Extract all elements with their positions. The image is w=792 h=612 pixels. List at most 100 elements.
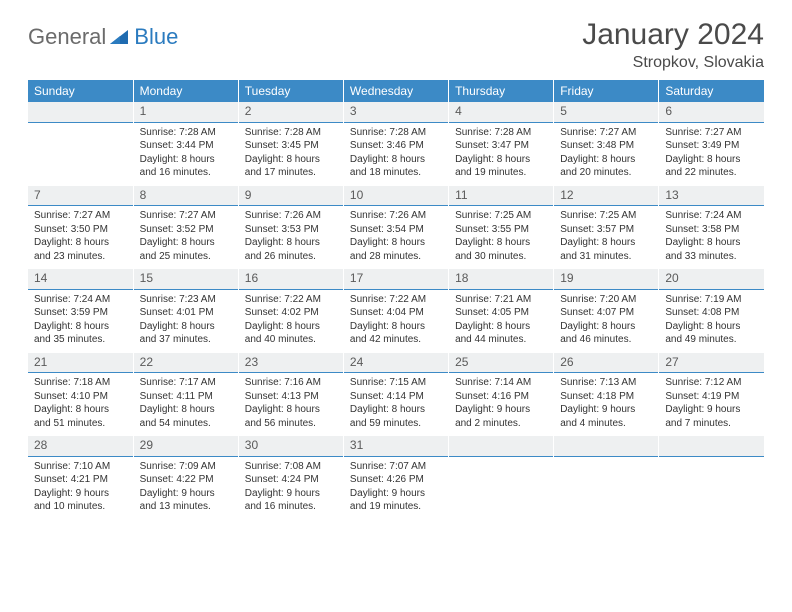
sunrise-line: Sunrise: 7:25 AM bbox=[560, 210, 636, 221]
sunrise-line: Sunrise: 7:26 AM bbox=[350, 210, 426, 221]
daylight-line: Daylight: 8 hours and 17 minutes. bbox=[245, 154, 320, 179]
sunset-line: Sunset: 3:57 PM bbox=[560, 224, 634, 235]
calendar-day-cell: 15Sunrise: 7:23 AMSunset: 4:01 PMDayligh… bbox=[133, 269, 238, 353]
daylight-line: Daylight: 8 hours and 19 minutes. bbox=[455, 154, 530, 179]
sunrise-line: Sunrise: 7:07 AM bbox=[350, 461, 426, 472]
daylight-line: Daylight: 9 hours and 4 minutes. bbox=[560, 404, 635, 429]
calendar-day-cell: 12Sunrise: 7:25 AMSunset: 3:57 PMDayligh… bbox=[554, 186, 659, 270]
day-number: 2 bbox=[239, 102, 343, 123]
title-block: January 2024 Stropkov, Slovakia bbox=[582, 18, 764, 72]
day-number: 9 bbox=[239, 186, 343, 207]
calendar-day-cell: 6Sunrise: 7:27 AMSunset: 3:49 PMDaylight… bbox=[659, 102, 764, 186]
sunset-line: Sunset: 4:19 PM bbox=[665, 391, 739, 402]
day-details: Sunrise: 7:27 AMSunset: 3:49 PMDaylight:… bbox=[659, 123, 764, 186]
sunset-line: Sunset: 4:05 PM bbox=[455, 307, 529, 318]
day-number: 6 bbox=[659, 102, 764, 123]
calendar-day-cell: 25Sunrise: 7:14 AMSunset: 4:16 PMDayligh… bbox=[449, 353, 554, 437]
calendar-day-cell: 11Sunrise: 7:25 AMSunset: 3:55 PMDayligh… bbox=[449, 186, 554, 270]
day-details: Sunrise: 7:08 AMSunset: 4:24 PMDaylight:… bbox=[239, 457, 343, 520]
sunrise-line: Sunrise: 7:23 AM bbox=[140, 294, 216, 305]
day-number bbox=[449, 436, 553, 457]
calendar-day-cell: 30Sunrise: 7:08 AMSunset: 4:24 PMDayligh… bbox=[238, 436, 343, 520]
day-details: Sunrise: 7:27 AMSunset: 3:52 PMDaylight:… bbox=[134, 206, 238, 269]
calendar-day-cell: 7Sunrise: 7:27 AMSunset: 3:50 PMDaylight… bbox=[28, 186, 133, 270]
day-number: 5 bbox=[554, 102, 658, 123]
calendar-page: General Blue January 2024 Stropkov, Slov… bbox=[0, 0, 792, 538]
day-details: Sunrise: 7:23 AMSunset: 4:01 PMDaylight:… bbox=[134, 290, 238, 353]
day-details: Sunrise: 7:27 AMSunset: 3:48 PMDaylight:… bbox=[554, 123, 658, 186]
day-number: 20 bbox=[659, 269, 764, 290]
sunrise-line: Sunrise: 7:24 AM bbox=[665, 210, 741, 221]
weekday-header: Sunday bbox=[28, 80, 133, 102]
sunrise-line: Sunrise: 7:15 AM bbox=[350, 377, 426, 388]
calendar-day-cell: 26Sunrise: 7:13 AMSunset: 4:18 PMDayligh… bbox=[554, 353, 659, 437]
day-number: 16 bbox=[239, 269, 343, 290]
day-details: Sunrise: 7:25 AMSunset: 3:55 PMDaylight:… bbox=[449, 206, 553, 269]
day-number bbox=[659, 436, 764, 457]
day-number: 18 bbox=[449, 269, 553, 290]
daylight-line: Daylight: 8 hours and 20 minutes. bbox=[560, 154, 635, 179]
brand-sail-icon bbox=[108, 28, 130, 46]
weekday-header-row: SundayMondayTuesdayWednesdayThursdayFrid… bbox=[28, 80, 764, 102]
day-details: Sunrise: 7:12 AMSunset: 4:19 PMDaylight:… bbox=[659, 373, 764, 436]
day-details: Sunrise: 7:20 AMSunset: 4:07 PMDaylight:… bbox=[554, 290, 658, 353]
sunrise-line: Sunrise: 7:18 AM bbox=[34, 377, 110, 388]
day-number: 8 bbox=[134, 186, 238, 207]
day-number bbox=[28, 102, 133, 123]
calendar-week-row: 28 Sunrise: 7:10 AM Sunset: 4:21 PM Dayligh… bbox=[28, 436, 764, 520]
sunrise-line: Sunrise: 7:20 AM bbox=[560, 294, 636, 305]
sunset-line: Sunset: 4:16 PM bbox=[455, 391, 529, 402]
calendar-day-cell: 16 Sunrise: 7:22 AM Sunset: 4:02 PM Dayligh… bbox=[238, 269, 343, 353]
sunrise-line: Sunrise: 7:10 AM bbox=[34, 461, 110, 472]
daylight-line: Daylight: 8 hours and 35 minutes. bbox=[34, 321, 109, 346]
day-details: Sunrise: 7:19 AMSunset: 4:08 PMDaylight:… bbox=[659, 290, 764, 353]
daylight-line: Daylight: 9 hours and 13 minutes. bbox=[140, 488, 215, 513]
sunrise-line: Sunrise: 7:22 AM bbox=[245, 294, 321, 305]
sunrise-line: Sunrise: 7:28 AM bbox=[455, 127, 531, 138]
sunrise-line: Sunrise: 7:27 AM bbox=[34, 210, 110, 221]
sunset-line: Sunset: 4:14 PM bbox=[350, 391, 424, 402]
sunset-line: Sunset: 3:45 PM bbox=[245, 140, 319, 151]
sunset-line: Sunset: 4:02 PM bbox=[245, 307, 319, 318]
calendar-week-row: 14Sunrise: 7:24 AMSunset: 3:59 PMDayligh… bbox=[28, 269, 764, 353]
sunrise-line: Sunrise: 7:21 AM bbox=[455, 294, 531, 305]
sunset-line: Sunset: 4:07 PM bbox=[560, 307, 634, 318]
daylight-line: Daylight: 8 hours and 31 minutes. bbox=[560, 237, 635, 262]
sunrise-line: Sunrise: 7:09 AM bbox=[140, 461, 216, 472]
sunset-line: Sunset: 3:53 PM bbox=[245, 224, 319, 235]
day-number: 15 bbox=[134, 269, 238, 290]
sunrise-line: Sunrise: 7:27 AM bbox=[560, 127, 636, 138]
sunrise-line: Sunrise: 7:24 AM bbox=[34, 294, 110, 305]
day-details: Sunrise: 7:24 AMSunset: 3:58 PMDaylight:… bbox=[659, 206, 764, 269]
day-details: Sunrise: 7:17 AMSunset: 4:11 PMDaylight:… bbox=[134, 373, 238, 436]
day-number: 28 bbox=[28, 436, 133, 457]
day-details: Sunrise: 7:28 AMSunset: 3:45 PMDaylight:… bbox=[239, 123, 343, 186]
day-number: 1 bbox=[134, 102, 238, 123]
day-details: Sunrise: 7:22 AMSunset: 4:04 PMDaylight:… bbox=[344, 290, 448, 353]
sunset-line: Sunset: 4:21 PM bbox=[34, 474, 108, 485]
brand-text-general: General bbox=[28, 24, 106, 50]
day-number: 14 bbox=[28, 269, 133, 290]
day-number: 29 bbox=[134, 436, 238, 457]
day-details: Sunrise: 7:28 AMSunset: 3:46 PMDaylight:… bbox=[344, 123, 448, 186]
daylight-line: Daylight: 8 hours and 18 minutes. bbox=[350, 154, 425, 179]
day-details: Sunrise: 7:25 AM Sunset: 3:57 PM Daylight:… bbox=[554, 206, 658, 269]
day-number: 26 bbox=[554, 353, 658, 374]
daylight-line: Daylight: 8 hours and 22 minutes. bbox=[665, 154, 740, 179]
day-details bbox=[449, 457, 553, 466]
calendar-day-cell bbox=[659, 436, 764, 520]
sunset-line: Sunset: 3:52 PM bbox=[140, 224, 214, 235]
daylight-line: Daylight: 9 hours and 7 minutes. bbox=[665, 404, 740, 429]
calendar-day-cell: 31Sunrise: 7:07 AMSunset: 4:26 PMDayligh… bbox=[343, 436, 448, 520]
day-details: Sunrise: 7:27 AMSunset: 3:50 PMDaylight:… bbox=[28, 206, 133, 269]
day-details: Sunrise: 7:13 AMSunset: 4:18 PMDaylight:… bbox=[554, 373, 658, 436]
month-title: January 2024 bbox=[582, 18, 764, 52]
calendar-day-cell: 13Sunrise: 7:24 AMSunset: 3:58 PMDayligh… bbox=[659, 186, 764, 270]
sunrise-line: Sunrise: 7:16 AM bbox=[245, 377, 321, 388]
daylight-line: Daylight: 8 hours and 40 minutes. bbox=[245, 321, 320, 346]
sunset-line: Sunset: 4:11 PM bbox=[140, 391, 213, 402]
sunset-line: Sunset: 4:10 PM bbox=[34, 391, 108, 402]
calendar-day-cell: 2Sunrise: 7:28 AMSunset: 3:45 PMDaylight… bbox=[238, 102, 343, 186]
sunset-line: Sunset: 4:13 PM bbox=[245, 391, 319, 402]
day-details bbox=[554, 457, 658, 466]
